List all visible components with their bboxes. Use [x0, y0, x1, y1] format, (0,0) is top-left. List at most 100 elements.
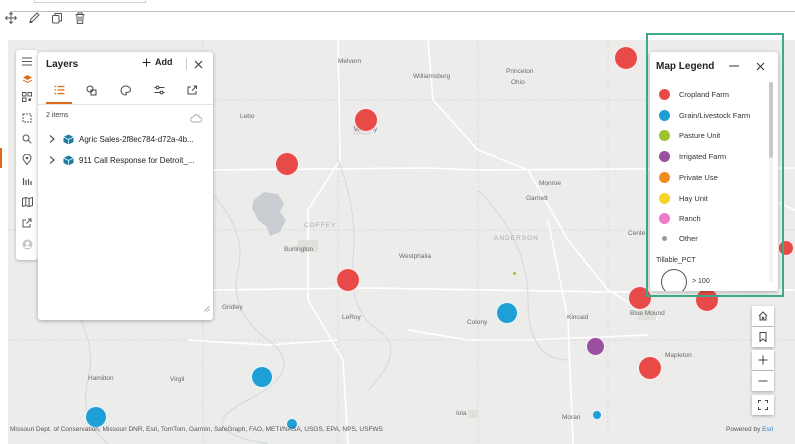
map-attribution: Missouri Dept. of Conservation, Missouri… — [10, 426, 383, 433]
legend-swatch — [659, 212, 670, 224]
legend-item: Other — [659, 231, 698, 245]
map-marker[interactable] — [592, 410, 602, 420]
map-icon[interactable] — [19, 194, 35, 210]
legend-scrollbar[interactable] — [769, 82, 773, 158]
legend-swatch — [662, 235, 667, 241]
copy-icon[interactable] — [48, 9, 66, 27]
map-marker[interactable] — [85, 406, 107, 428]
map-marker[interactable] — [251, 366, 273, 388]
map-marker[interactable] — [695, 288, 719, 312]
close-icon[interactable] — [754, 60, 766, 72]
tabs-divider — [38, 104, 213, 105]
top-tab-strip — [34, 0, 146, 3]
place-label: Ohio — [511, 79, 525, 86]
legend-swatch — [659, 150, 670, 162]
powered-by-label: Powered by — [726, 426, 761, 433]
legend-item: Grain/Livestock Farm — [659, 108, 750, 122]
legend-label: Other — [679, 233, 698, 243]
powered-by[interactable]: Powered by Esri — [726, 426, 773, 433]
top-toolbar — [0, 0, 795, 40]
layer-row[interactable]: 911 Call Response for Detroit_... — [38, 150, 213, 170]
resize-grip-icon[interactable] — [203, 299, 210, 317]
place-label: Lebo — [240, 113, 255, 120]
zoom-in-icon[interactable] — [752, 350, 774, 370]
place-label: Burlington — [284, 246, 314, 253]
share-icon[interactable] — [19, 215, 35, 231]
place-label: Mapleton — [665, 352, 692, 359]
move-icon[interactable] — [2, 9, 20, 27]
legend-highlight-frame — [646, 33, 784, 297]
map-marker[interactable] — [628, 286, 652, 310]
place-label: Blue Mound — [630, 310, 665, 317]
minimize-icon[interactable] — [728, 60, 740, 72]
legend-size-title: Tillable_PCT — [656, 257, 696, 264]
map-legend-panel: Map Legend Cropland Farm Grain/Livestock… — [650, 52, 778, 291]
map-marker[interactable] — [496, 302, 518, 324]
layers-icon[interactable] — [19, 71, 35, 87]
place-label: Garnett — [526, 195, 548, 202]
user-icon[interactable] — [19, 236, 35, 252]
place-label: Virgil — [170, 376, 185, 383]
close-icon[interactable] — [191, 57, 205, 71]
place-label: Williamsburg — [413, 73, 451, 80]
legend-label: Pasture Unit — [679, 130, 721, 140]
add-layer-button[interactable]: Add — [142, 57, 173, 67]
fullscreen-icon[interactable] — [752, 395, 774, 415]
style-icon[interactable] — [114, 81, 136, 99]
chart-icon[interactable] — [19, 173, 35, 189]
place-label: Iola — [456, 410, 467, 417]
map-marker[interactable] — [614, 46, 638, 70]
select-icon[interactable] — [19, 110, 35, 126]
place-label: Westphalia — [399, 253, 432, 260]
shapes-icon[interactable] — [80, 81, 102, 99]
place-label: Monroe — [539, 180, 562, 187]
zoom-out-icon[interactable] — [752, 371, 774, 391]
legend-swatch — [659, 129, 670, 141]
map-marker[interactable] — [275, 152, 299, 176]
toolbar-divider — [10, 11, 795, 12]
legend-swatch — [659, 171, 670, 183]
chevron-right-icon[interactable] — [47, 156, 57, 164]
bookmark-icon[interactable] — [752, 327, 774, 347]
legend-swatch — [659, 192, 670, 204]
edit-icon[interactable] — [25, 9, 43, 27]
place-label: Moran — [562, 414, 581, 421]
map-marker[interactable] — [354, 108, 378, 132]
map-marker[interactable] — [286, 418, 298, 430]
export-icon[interactable] — [181, 81, 203, 99]
esri-link[interactable]: Esri — [762, 426, 774, 433]
layer-row[interactable]: Agric Sales-2f8ec784-d72a-4b... — [38, 129, 213, 149]
map-marker[interactable] — [513, 272, 516, 275]
search-icon[interactable] — [19, 131, 35, 147]
list-icon[interactable] — [48, 81, 70, 99]
legend-item: Private Use — [659, 170, 718, 184]
legend-item: Irrigated Farm — [659, 149, 726, 163]
legend-swatch — [659, 88, 670, 100]
place-label: ANDERSON — [494, 235, 539, 242]
map-marker[interactable] — [638, 356, 662, 380]
place-label: Kincaid — [567, 314, 589, 321]
menu-icon[interactable] — [19, 53, 35, 69]
legend-title: Map Legend — [656, 61, 715, 72]
legend-label: Cropland Farm — [679, 89, 730, 99]
qr-icon[interactable] — [19, 89, 35, 105]
chevron-right-icon[interactable] — [47, 135, 57, 143]
legend-label: Ranch — [679, 213, 701, 223]
location-icon[interactable] — [19, 151, 35, 167]
place-label: Princeton — [506, 68, 534, 75]
map-marker[interactable] — [336, 268, 360, 292]
filter-icon[interactable] — [148, 81, 170, 99]
home-icon[interactable] — [752, 306, 774, 326]
delete-icon[interactable] — [71, 9, 89, 27]
layer-name: 911 Call Response for Detroit_... — [79, 155, 195, 165]
layer-name: Agric Sales-2f8ec784-d72a-4b... — [79, 134, 194, 144]
place-label: Hamilton — [88, 375, 114, 382]
map-marker[interactable] — [586, 337, 605, 356]
place-label: Melvern — [338, 58, 362, 65]
plus-icon — [142, 58, 151, 66]
place-label: Cente — [628, 230, 646, 237]
layers-panel: Layers Add 2 items — [38, 52, 213, 320]
active-tab-indicator — [46, 102, 72, 104]
legend-item: Cropland Farm — [659, 87, 729, 101]
